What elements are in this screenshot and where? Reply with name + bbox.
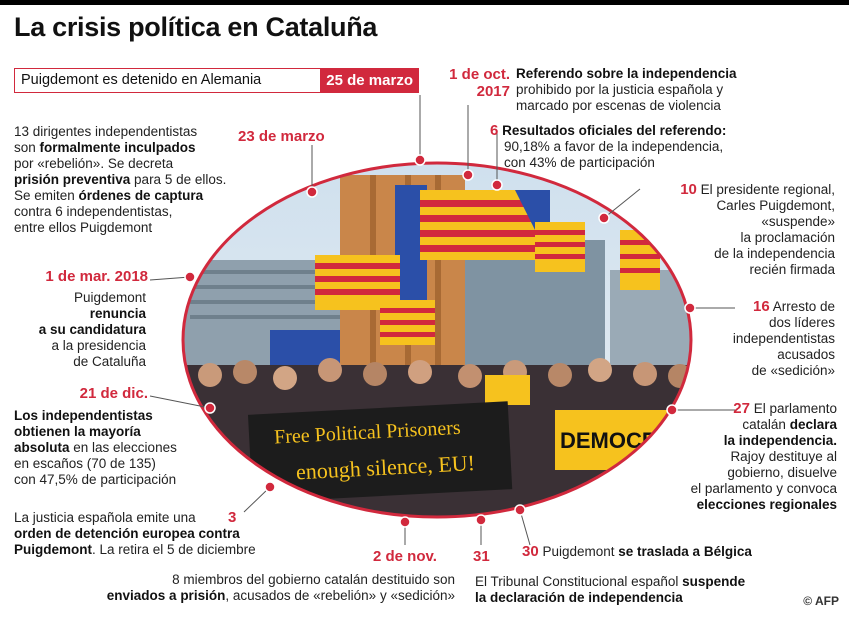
event-31-oct: El Tribunal Constitucional español suspe…	[475, 574, 746, 605]
afp-credit: © AFP	[803, 594, 839, 608]
timeline-ring	[181, 161, 693, 519]
date-23-mar: 23 de marzo	[238, 128, 325, 145]
event-1-mar-2018: Puigdemont renuncia a su candidatura a l…	[38, 290, 146, 369]
banner-text-3: DEMOCR	[560, 428, 658, 453]
event-6-oct: 6 Resultados oficiales del referendo: 90…	[490, 122, 727, 170]
page-title: La crisis política en Cataluña	[14, 12, 378, 42]
date-21-dic: 21 de dic.	[79, 385, 148, 402]
date-1-oct-2017: 1 de oct. 2017	[449, 66, 510, 100]
date-2-nov: 2 de nov.	[373, 548, 437, 565]
event-1-oct: Referendo sobre la independencia prohibi…	[516, 66, 737, 113]
event-21-dic: Los independentistas obtienen la mayoría…	[14, 408, 177, 487]
protest-photo: Free Political Prisoners enough silence,…	[181, 161, 693, 519]
event-30-oct: 30 Puigdemont se traslada a Bélgica	[522, 543, 752, 560]
event-23-mar: 13 dirigentes independentistas son forma…	[14, 124, 227, 235]
headline-box: Puigdemont es detenido en Alemania 25 de…	[14, 68, 419, 93]
headline-date: 25 de marzo	[320, 68, 419, 93]
date-3-nov: 3	[228, 509, 237, 526]
event-3-nov: La justicia española emite una orden de …	[14, 510, 256, 557]
top-bar	[0, 0, 849, 5]
event-2-nov: 8 miembros del gobierno catalán destitui…	[106, 572, 455, 603]
event-16-oct: 16 Arresto de dos líderes independentist…	[732, 298, 835, 378]
headline-text: Puigdemont es detenido en Alemania	[21, 72, 262, 88]
event-10-oct: 10 El presidente regional, Carles Puigde…	[680, 181, 835, 277]
event-27-oct: 27 El parlamento catalán declara la inde…	[690, 400, 837, 512]
date-31-oct: 31	[473, 548, 490, 565]
date-1-mar-2018: 1 de mar. 2018	[45, 268, 148, 285]
